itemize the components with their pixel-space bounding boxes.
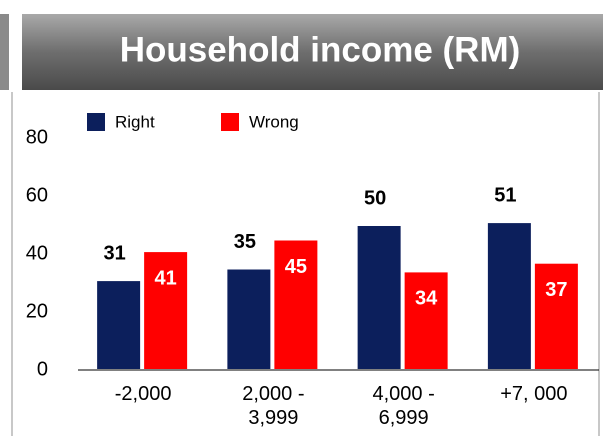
bar [485, 221, 533, 371]
legend-swatch [221, 113, 239, 131]
data-label: 37 [545, 279, 567, 301]
x-tick-label: 2,000 -3,999 [242, 383, 304, 429]
side-strip [0, 14, 9, 90]
data-label: 41 [155, 267, 177, 289]
y-tick-label: 0 [37, 358, 48, 380]
bar [142, 250, 190, 372]
data-label: 45 [285, 256, 307, 278]
x-tick-label: 4,000 -6,999 [372, 383, 434, 429]
data-label: 31 [104, 242, 126, 264]
bar [402, 270, 450, 371]
legend-swatch [87, 113, 105, 131]
y-tick-label: 40 [26, 242, 48, 264]
data-label: 34 [415, 288, 438, 310]
bar [95, 279, 143, 372]
bar [355, 224, 403, 371]
data-label: 51 [494, 184, 516, 206]
legend-label: Wrong [249, 112, 299, 131]
data-label: 35 [234, 231, 256, 253]
x-tick-label: +7, 000 [500, 383, 567, 405]
bar [532, 261, 580, 372]
y-tick-label: 20 [26, 300, 48, 322]
y-tick-label: 80 [26, 126, 48, 148]
y-tick-label: 60 [26, 184, 48, 206]
legend-label: Right [115, 112, 155, 131]
data-label: 50 [364, 187, 386, 209]
chart-title: Household income (RM) [120, 30, 521, 69]
x-tick-label: -2,000 [115, 383, 172, 405]
bar [225, 267, 273, 371]
title-banner [22, 14, 603, 90]
